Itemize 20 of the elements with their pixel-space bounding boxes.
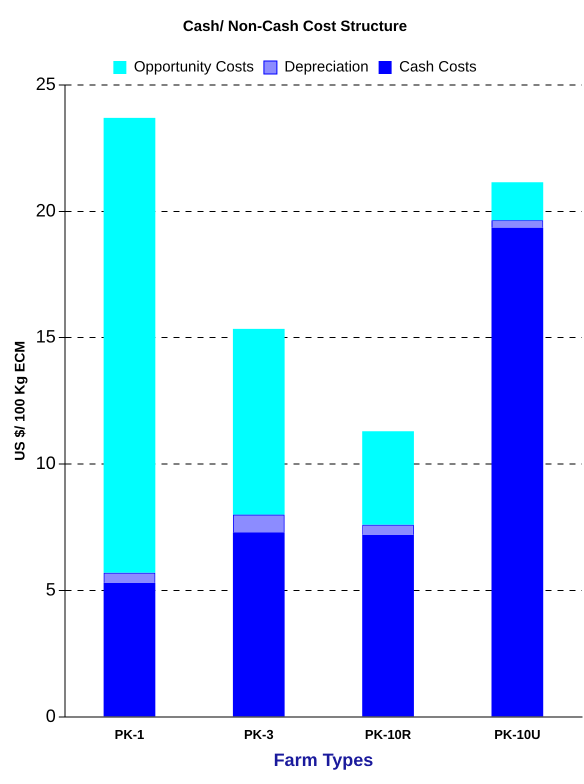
y-tick-label: 25 bbox=[36, 74, 56, 94]
x-tick-label: PK-3 bbox=[244, 727, 274, 742]
legend-label: Opportunity Costs bbox=[134, 58, 254, 76]
x-tick-label: PK-10R bbox=[364, 727, 412, 742]
legend-label: Cash Costs bbox=[399, 58, 477, 76]
y-tick-label: 0 bbox=[46, 706, 56, 726]
y-tick-label: 5 bbox=[46, 579, 56, 600]
y-axis-title: US $/ 100 Kg ECM bbox=[11, 340, 28, 461]
chart-title: Cash/ Non-Cash Cost Structure bbox=[182, 18, 408, 36]
legend-label: Depreciation bbox=[284, 58, 369, 76]
bar bbox=[232, 328, 285, 515]
bar bbox=[104, 118, 156, 573]
x-tick-label: PK-10U bbox=[494, 727, 540, 742]
y-tick-label: 20 bbox=[36, 200, 56, 220]
bar bbox=[362, 431, 414, 525]
bar bbox=[491, 182, 544, 220]
y-tick-label: 15 bbox=[36, 326, 56, 347]
x-tick-label: PK-1 bbox=[114, 727, 144, 742]
y-tick-label: 10 bbox=[36, 453, 56, 474]
x-axis-title: Farm Types bbox=[274, 750, 374, 770]
